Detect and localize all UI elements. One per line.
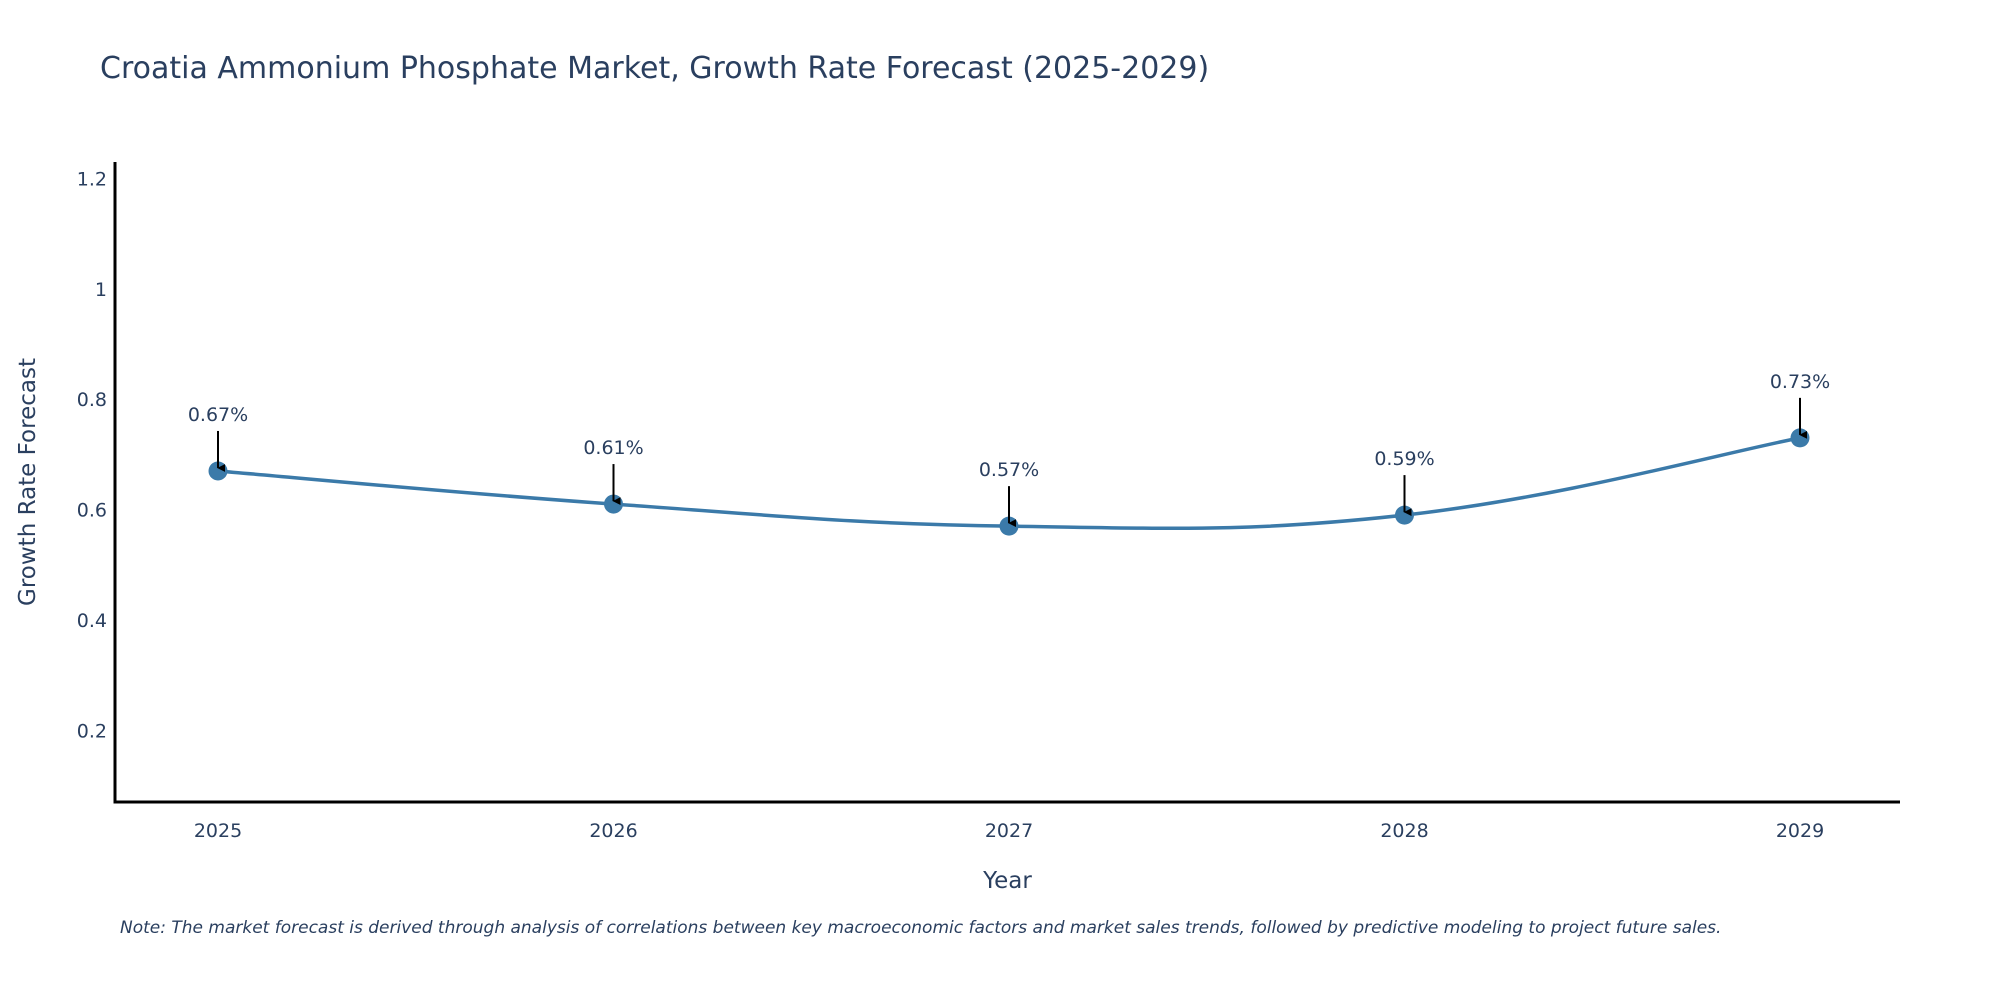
x-tick-label: 2026 (589, 820, 637, 842)
y-axis-title: Growth Rate Forecast (15, 358, 41, 606)
y-tick-label: 0.4 (77, 610, 107, 632)
x-axis-ticks: 2025 2026 2027 2028 2029 (194, 820, 1824, 842)
y-tick-label: 0.8 (77, 389, 107, 411)
y-tick-label: 1.2 (77, 169, 107, 191)
x-tick-label: 2028 (1380, 820, 1428, 842)
y-axis-ticks: 0.2 0.4 0.6 0.8 1 1.2 (77, 169, 107, 743)
data-annotations: 0.67% 0.61% 0.57% 0.59% 0.73% (188, 371, 1830, 528)
y-tick-label: 1 (95, 279, 107, 301)
chart-title: Croatia Ammonium Phosphate Market, Growt… (100, 51, 1209, 86)
x-tick-label: 2027 (985, 820, 1033, 842)
footnote: Note: The market forecast is derived thr… (120, 918, 1722, 938)
y-tick-label: 0.2 (77, 720, 107, 742)
x-axis-title: Year (982, 868, 1032, 894)
x-tick-label: 2029 (1776, 820, 1824, 842)
data-label: 0.57% (979, 459, 1039, 481)
data-label: 0.61% (583, 437, 643, 459)
data-label: 0.67% (188, 404, 248, 426)
x-tick-label: 2025 (194, 820, 242, 842)
y-tick-label: 0.6 (77, 500, 107, 522)
data-label: 0.73% (1770, 371, 1830, 393)
data-label: 0.59% (1374, 448, 1434, 470)
